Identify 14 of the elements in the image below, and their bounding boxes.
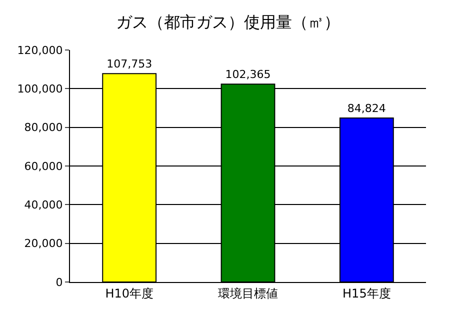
y-tick-label: 40,000: [24, 198, 63, 212]
y-tick-label: 0: [56, 276, 63, 289]
data-label: 84,824: [347, 102, 386, 116]
data-label: 102,365: [225, 68, 271, 82]
x-tick-label: H15年度: [342, 286, 391, 300]
y-tick-label: 100,000: [17, 82, 63, 96]
y-tick-label: 120,000: [17, 44, 63, 57]
data-label: 107,753: [106, 58, 152, 71]
y-tick-label: 80,000: [24, 121, 63, 134]
chart-title: ガス（都市ガス）使用量（㎥）: [116, 12, 340, 32]
x-tick-label: H10年度: [105, 286, 154, 300]
y-tick-label: 60,000: [24, 160, 63, 173]
y-tick-label: 20,000: [24, 237, 63, 250]
x-tick-label: 環境目標値: [218, 286, 278, 300]
